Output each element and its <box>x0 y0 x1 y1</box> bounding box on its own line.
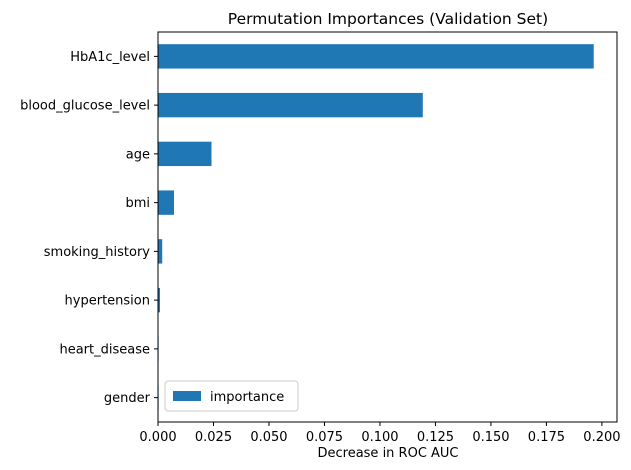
y-tick-label: gender <box>104 391 151 406</box>
y-tick-label: HbA1c_level <box>70 50 150 65</box>
chart-title: Permutation Importances (Validation Set) <box>228 10 548 28</box>
bar-HbA1c_level <box>158 44 594 69</box>
x-tick-label: 0.200 <box>583 430 620 445</box>
x-tick-label: 0.000 <box>139 430 176 445</box>
y-tick-label: heart_disease <box>59 342 150 357</box>
bar-bmi <box>158 190 174 215</box>
y-tick-label: age <box>126 147 150 162</box>
bars-group <box>158 44 594 410</box>
y-tick-label: bmi <box>125 196 150 211</box>
bar-blood_glucose_level <box>158 92 423 118</box>
x-tick-label: 0.100 <box>361 430 398 445</box>
legend-label: importance <box>210 390 284 405</box>
plot-frame <box>157 31 618 423</box>
x-tick-label: 0.050 <box>250 430 287 445</box>
x-tick-label: 0.125 <box>417 430 454 445</box>
bar-age <box>158 141 212 167</box>
x-tick-label: 0.025 <box>195 430 232 445</box>
x-tick-label: 0.150 <box>472 430 509 445</box>
y-tick-label: blood_glucose_level <box>20 99 150 114</box>
x-tick-label: 0.175 <box>528 430 565 445</box>
x-tick-label: 0.075 <box>306 430 343 445</box>
bar-smoking_history <box>158 239 163 264</box>
legend-box <box>164 380 299 412</box>
y-tick-label: hypertension <box>65 294 150 309</box>
bar-hypertension <box>158 287 160 313</box>
legend: importance <box>164 380 299 412</box>
legend-swatch <box>173 391 201 401</box>
y-tick-label: smoking_history <box>44 245 151 260</box>
x-axis-label: Decrease in ROC AUC <box>317 446 458 461</box>
x-axis-ticks: 0.000 0.025 0.050 0.075 0.100 0.125 0.150 0.175… <box>139 422 621 445</box>
